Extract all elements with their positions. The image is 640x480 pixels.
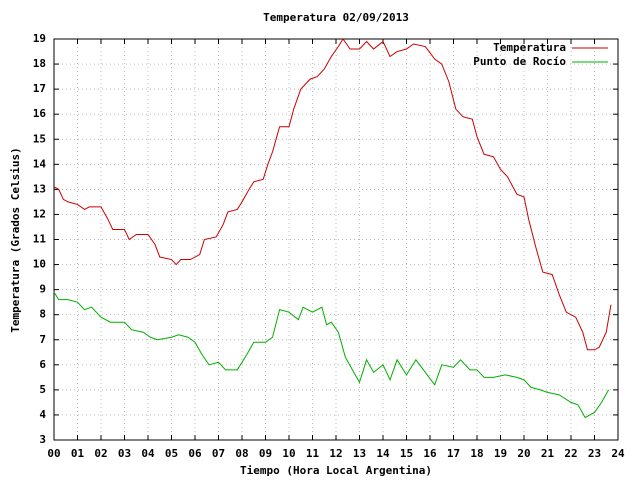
- x-tick-label: 04: [141, 447, 155, 460]
- x-tick-label: 05: [165, 447, 178, 460]
- x-tick-label: 22: [564, 447, 577, 460]
- y-tick-label: 7: [39, 333, 46, 346]
- chart-title: Temperatura 02/09/2013: [263, 11, 409, 24]
- y-tick-label: 8: [39, 308, 46, 321]
- x-tick-label: 09: [259, 447, 272, 460]
- x-tick-label: 15: [400, 447, 413, 460]
- x-tick-label: 10: [282, 447, 295, 460]
- y-tick-label: 4: [39, 408, 46, 421]
- x-tick-label: 07: [212, 447, 225, 460]
- x-axis-label: Tiempo (Hora Local Argentina): [240, 464, 432, 477]
- x-tick-label: 14: [376, 447, 390, 460]
- x-tick-label: 08: [235, 447, 248, 460]
- y-tick-label: 14: [33, 157, 47, 170]
- y-tick-label: 5: [39, 383, 46, 396]
- y-axis-label: Temperatura (Grados Celsius): [9, 147, 22, 332]
- x-tick-label: 19: [494, 447, 507, 460]
- x-tick-label: 16: [423, 447, 437, 460]
- legend-label: Punto de Rocío: [473, 55, 566, 68]
- y-tick-label: 19: [33, 32, 46, 45]
- y-tick-label: 15: [33, 132, 46, 145]
- x-tick-label: 12: [329, 447, 342, 460]
- y-tick-label: 12: [33, 207, 46, 220]
- x-tick-label: 17: [447, 447, 460, 460]
- x-tick-label: 23: [588, 447, 601, 460]
- x-tick-label: 18: [470, 447, 483, 460]
- y-tick-label: 10: [33, 258, 46, 271]
- legend-label: Temperatura: [493, 41, 566, 54]
- plot-frame: [53, 38, 619, 441]
- y-tick-label: 18: [33, 57, 46, 70]
- y-tick-label: 3: [39, 433, 46, 446]
- y-tick-label: 17: [33, 82, 46, 95]
- y-tick-label: 16: [33, 107, 47, 120]
- x-tick-label: 03: [118, 447, 131, 460]
- x-tick-label: 20: [517, 447, 530, 460]
- x-tick-label: 13: [353, 447, 366, 460]
- y-tick-label: 6: [39, 358, 46, 371]
- x-tick-label: 06: [188, 447, 202, 460]
- series-line: [53, 291, 610, 419]
- x-tick-label: 24: [611, 447, 625, 460]
- x-tick-label: 11: [306, 447, 320, 460]
- x-tick-label: 02: [94, 447, 107, 460]
- y-tick-label: 9: [39, 283, 46, 296]
- x-tick-label: 00: [47, 447, 60, 460]
- x-tick-label: 21: [541, 447, 555, 460]
- y-tick-label: 11: [33, 233, 47, 246]
- x-tick-label: 01: [71, 447, 85, 460]
- y-tick-label: 13: [33, 182, 46, 195]
- series-line: [53, 38, 612, 351]
